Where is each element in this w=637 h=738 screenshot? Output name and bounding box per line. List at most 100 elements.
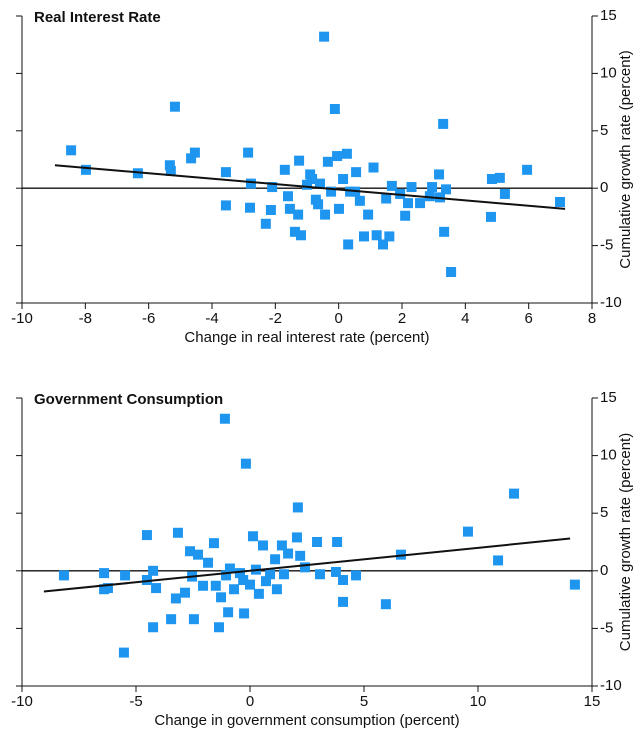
point — [312, 537, 323, 547]
point — [238, 575, 249, 586]
point — [245, 178, 256, 189]
point — [400, 210, 411, 221]
chart-title: Real Interest Rate — [34, 9, 161, 26]
point — [569, 579, 580, 590]
point — [359, 231, 369, 242]
point — [291, 532, 302, 543]
point — [295, 230, 306, 241]
point — [267, 182, 278, 193]
y-tick-label: -5 — [600, 237, 613, 254]
point — [186, 153, 197, 164]
point — [351, 570, 362, 581]
point — [165, 165, 176, 176]
point — [120, 570, 131, 581]
point — [164, 160, 175, 171]
y-tick-label: 10 — [600, 447, 617, 464]
point — [276, 540, 287, 551]
point — [210, 580, 221, 591]
point — [172, 527, 183, 538]
point — [279, 164, 290, 175]
point — [326, 186, 337, 197]
point — [148, 622, 159, 633]
point — [220, 200, 231, 211]
point — [102, 583, 113, 594]
point — [193, 549, 204, 560]
point — [293, 209, 304, 220]
point — [203, 557, 214, 568]
x-tick-label: 2 — [398, 310, 406, 327]
point — [351, 167, 362, 178]
point — [305, 169, 316, 180]
x-tick-label: 4 — [461, 310, 469, 327]
x-tick-label: 0 — [334, 310, 342, 327]
point — [338, 575, 349, 586]
x-tick-label: 15 — [584, 693, 601, 710]
point — [320, 209, 331, 220]
point — [141, 575, 152, 586]
point — [338, 174, 349, 185]
y-axis-label: Cumulative growth rate (percent) — [617, 50, 634, 268]
y-tick-label: 15 — [600, 7, 617, 24]
point — [221, 570, 232, 581]
y-tick-label: -10 — [600, 677, 622, 694]
point — [270, 554, 281, 565]
point — [438, 118, 449, 129]
point — [216, 592, 227, 603]
x-axis-label: Change in real interest rate (percent) — [184, 329, 429, 346]
y-tick-label: 15 — [600, 389, 617, 406]
point — [368, 162, 379, 173]
point — [283, 191, 293, 202]
point — [462, 526, 473, 537]
point — [441, 184, 452, 195]
point — [170, 593, 181, 604]
point — [330, 566, 341, 577]
point — [260, 218, 271, 229]
x-tick-label: -10 — [11, 310, 33, 327]
point — [341, 148, 352, 159]
point — [257, 540, 268, 551]
point — [439, 226, 450, 237]
point — [253, 588, 264, 599]
point — [58, 570, 69, 581]
point — [180, 587, 191, 598]
x-tick-label: -4 — [205, 310, 218, 327]
x-tick-label: 8 — [588, 310, 596, 327]
point — [245, 202, 255, 213]
point — [169, 101, 180, 112]
x-tick-label: -2 — [269, 310, 282, 327]
point — [314, 569, 325, 580]
point — [509, 488, 520, 499]
point — [208, 538, 219, 549]
point — [403, 198, 414, 209]
point — [271, 584, 282, 595]
x-tick-label: -5 — [129, 693, 142, 710]
x-tick-label: -8 — [79, 310, 92, 327]
point — [363, 209, 374, 220]
x-tick-label: -6 — [142, 310, 155, 327]
point — [220, 167, 231, 178]
point — [185, 546, 196, 557]
point — [188, 614, 199, 625]
y-tick-label: 5 — [600, 504, 608, 521]
point — [415, 198, 426, 209]
point — [343, 239, 354, 250]
point — [292, 502, 303, 513]
point — [278, 569, 289, 580]
x-tick-label: 5 — [360, 693, 368, 710]
point — [223, 607, 234, 618]
point — [299, 562, 310, 573]
point — [302, 179, 312, 190]
x-tick-label: 10 — [470, 693, 487, 710]
point — [295, 550, 306, 561]
point — [198, 580, 209, 591]
point — [224, 563, 235, 574]
trend-line — [43, 537, 571, 593]
point — [314, 178, 325, 189]
point — [80, 164, 91, 175]
trend-line — [54, 164, 566, 210]
x-axis-label: Change in government consumption (percen… — [154, 712, 459, 729]
point — [386, 180, 397, 191]
point — [265, 569, 276, 580]
point — [332, 151, 343, 162]
